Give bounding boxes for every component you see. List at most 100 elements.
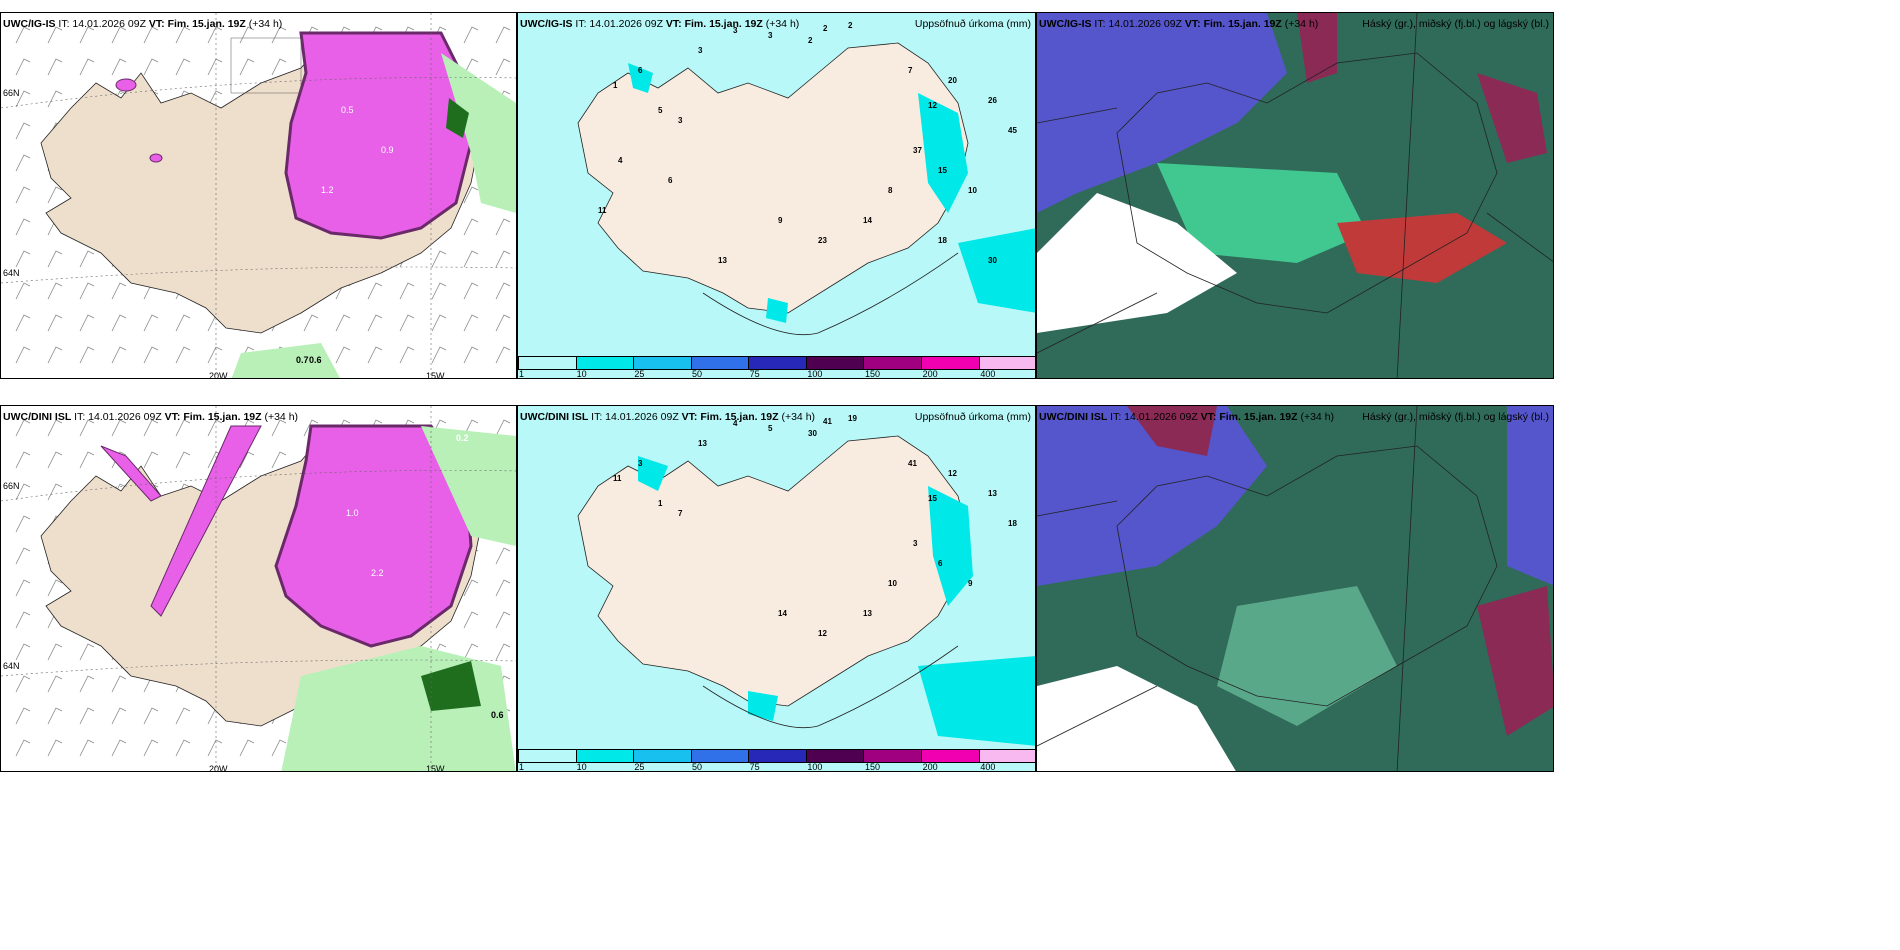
wind-barb xyxy=(15,611,31,629)
snow-label: 0.6 xyxy=(491,710,504,720)
coast-line xyxy=(702,252,959,336)
wind-barb xyxy=(15,90,31,108)
precip-value: 4 xyxy=(618,156,623,165)
wind-barb xyxy=(47,186,63,204)
snow-spot xyxy=(115,78,137,92)
wind-barb xyxy=(271,739,287,757)
snow-area xyxy=(284,31,473,240)
precip-map-svg: 3332221653712202645371510814239136411183… xyxy=(518,13,1035,378)
precip-value: 6 xyxy=(638,66,643,75)
wind-barb xyxy=(399,346,415,364)
colorbar-label: 200 xyxy=(922,369,938,379)
snow-label: 0.6 xyxy=(309,355,322,365)
precip-value: 1 xyxy=(658,499,663,508)
wind-barb xyxy=(79,26,95,44)
snow-map-svg: 0.5 0.9 1.2 0.7 0.6 xyxy=(1,13,516,378)
hatch-area xyxy=(230,37,302,94)
precip-value: 18 xyxy=(938,236,947,245)
precip-cyan xyxy=(748,691,778,721)
colorbar-segment xyxy=(519,750,577,762)
wind-barb xyxy=(271,26,287,44)
wind-barb xyxy=(15,547,31,565)
white-cloud xyxy=(1037,193,1237,333)
colorbar-segment xyxy=(864,750,922,762)
colorbar-segment xyxy=(979,750,1035,762)
colorbar-segment xyxy=(576,357,635,369)
lon-label: 15W xyxy=(426,764,445,772)
wind-barb xyxy=(367,282,383,300)
wind-barb xyxy=(47,675,63,693)
rain-area-south xyxy=(231,343,340,378)
rain-area xyxy=(441,53,516,213)
wind-barb xyxy=(15,707,31,725)
colorbar-labels: 1 10 25 50 75 100 150 200 400 xyxy=(518,369,1035,379)
wind-barb xyxy=(463,643,479,661)
wind-barb xyxy=(463,579,479,597)
lat-label: 64N xyxy=(3,268,20,278)
wind-barb xyxy=(111,739,127,757)
wind-barb xyxy=(47,451,63,469)
colorbar-label: 400 xyxy=(980,369,996,379)
wind-barb xyxy=(303,314,319,332)
wind-barb xyxy=(399,282,415,300)
wind-barb xyxy=(207,419,223,437)
wind-barb xyxy=(15,579,31,597)
wind-barb xyxy=(79,675,95,693)
colorbar-label: 400 xyxy=(980,762,996,772)
precip-value: 3 xyxy=(913,539,918,548)
precip-value: 45 xyxy=(1008,126,1017,135)
wind-barb xyxy=(495,26,511,44)
precip-value: 14 xyxy=(778,609,787,618)
colorbar-segment xyxy=(921,750,980,762)
precip-value: 26 xyxy=(988,96,997,105)
wind-barb xyxy=(143,346,159,364)
wind-barb xyxy=(495,314,511,332)
colorbar-labels: 1 10 25 50 75 100 150 200 400 xyxy=(518,762,1035,772)
wind-barb xyxy=(271,58,287,76)
precip-value: 23 xyxy=(818,236,827,245)
colorbar-label: 150 xyxy=(865,369,881,379)
mid-cloud xyxy=(1157,163,1367,263)
rain-core xyxy=(446,98,469,138)
precip-value: 10 xyxy=(888,579,897,588)
panel-header: UWC/IG-IS IT: 14.01.2026 09Z VT: Fim. 15… xyxy=(3,18,283,30)
wind-barb xyxy=(15,643,31,661)
colorbar-segment xyxy=(634,357,692,369)
wind-barb xyxy=(431,314,447,332)
cloud-map-svg xyxy=(1037,406,1553,771)
precip-value: 13 xyxy=(863,609,872,618)
colorbar-segment xyxy=(519,357,577,369)
precip-cyan xyxy=(958,228,1035,313)
high-cloud xyxy=(1037,406,1267,586)
wind-barb xyxy=(47,26,63,44)
wind-barb xyxy=(143,419,159,437)
wind-barb xyxy=(175,58,191,76)
colorbar-segment xyxy=(979,357,1035,369)
lon-label: 15W xyxy=(426,371,445,379)
panel-header: UWC/DINI ISL IT: 14.01.2026 09Z VT: Fim.… xyxy=(1039,411,1335,423)
precip-cyan xyxy=(918,656,1035,746)
colorbar-label: 1 xyxy=(519,762,525,772)
wind-barb xyxy=(15,451,31,469)
wind-barb xyxy=(15,419,31,437)
precip-map-svg: 4 5 13 41 30 19 11 3 1 7 41 15 12 13 18 3 6 9 10 13 12 14 xyxy=(518,406,1035,771)
colorbar-label: 75 xyxy=(749,369,760,379)
precip-value: 5 xyxy=(658,106,663,115)
precip-value: 11 xyxy=(613,474,622,483)
precip-value: 11 xyxy=(598,206,607,215)
precip-value: 15 xyxy=(928,494,937,503)
precip-value: 3 xyxy=(678,116,683,125)
wind-barb xyxy=(111,675,127,693)
land-outline xyxy=(1116,52,1498,314)
colorbar-label: 10 xyxy=(576,762,587,772)
wind-barb xyxy=(111,282,127,300)
wind-barb xyxy=(15,739,31,757)
snow-label: 1.0 xyxy=(346,508,359,518)
wind-barb xyxy=(175,26,191,44)
wind-barb xyxy=(175,707,191,725)
colorbar-segment xyxy=(749,357,807,369)
wind-barb xyxy=(143,58,159,76)
snow-label: 0.9 xyxy=(381,145,394,155)
wind-barb xyxy=(175,314,191,332)
panel-header: UWC/DINI ISL IT: 14.01.2026 09Z VT: Fim.… xyxy=(3,411,299,423)
